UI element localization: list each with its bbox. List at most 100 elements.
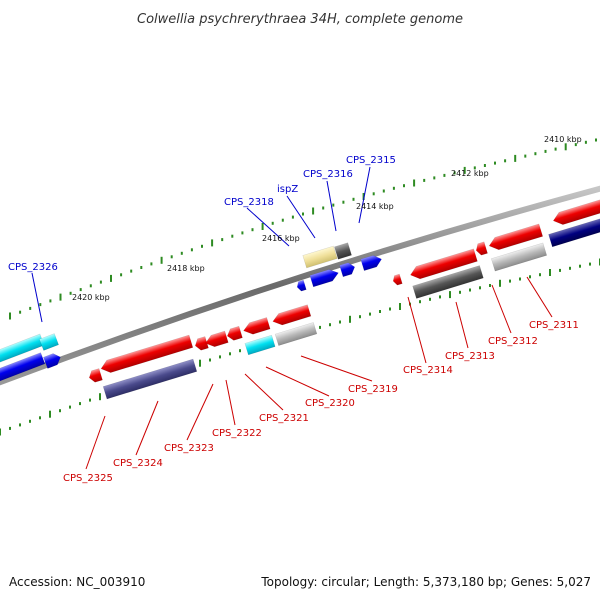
gene-feature-red[interactable] (88, 368, 103, 384)
position-tick-lower (229, 352, 231, 356)
gene-label-ispz[interactable]: ispZ (277, 184, 298, 195)
gene-feature-red[interactable] (242, 317, 271, 336)
position-tick-lower (339, 320, 341, 324)
gene-label-cps-2326[interactable]: CPS_2326 (8, 262, 58, 273)
gene-feature-blue[interactable] (339, 261, 357, 278)
position-tick-upper (140, 266, 143, 269)
gene-feature-gray[interactable] (412, 265, 484, 299)
gene-feature-blue[interactable] (309, 267, 340, 288)
position-tick-upper (433, 176, 436, 180)
position-tick-upper (271, 221, 274, 225)
gene-feature-red[interactable] (271, 304, 312, 328)
position-tick-upper (463, 166, 466, 174)
gene-feature-navy[interactable] (548, 214, 600, 248)
gene-feature-blue[interactable] (0, 352, 46, 388)
gene-label-cps-2312[interactable]: CPS_2312 (488, 336, 538, 347)
position-tick-upper (231, 234, 234, 238)
gene-label-cps-2320[interactable]: CPS_2320 (305, 398, 355, 409)
position-tick-upper (211, 239, 214, 247)
position-tick-upper (494, 161, 496, 165)
position-tick-lower (499, 279, 501, 287)
label-leader-lines (31, 166, 553, 470)
position-tick-upper (251, 228, 254, 232)
position-tick-lower (239, 349, 241, 353)
gene-feature-red[interactable] (226, 325, 243, 342)
forward-gene-labels: CPS_2326 CPS_2318 ispZ CPS_2316 CPS_2315 (8, 155, 396, 273)
gene-feature-red[interactable] (474, 241, 488, 256)
position-tick-lower (489, 284, 491, 287)
position-tick-lower (49, 410, 51, 418)
gene-feature-red[interactable] (204, 330, 229, 349)
position-tick-upper (281, 218, 284, 222)
position-tick-upper (59, 293, 62, 301)
position-tick-upper (483, 164, 486, 167)
gene-feature-slate[interactable] (102, 358, 198, 400)
gene-feature-cyan[interactable] (244, 334, 276, 356)
gene-label-cps-2319[interactable]: CPS_2319 (348, 384, 398, 395)
position-tick-upper (180, 251, 183, 255)
gene-label-cps-2313[interactable]: CPS_2313 (445, 351, 495, 362)
position-tick-upper (473, 166, 476, 170)
position-tick-lower (319, 325, 321, 329)
gene-feature-khaki[interactable] (302, 245, 338, 269)
leader-line-cps-2316 (326, 180, 337, 232)
gene-feature-blue[interactable] (43, 352, 62, 369)
position-tick-lower (9, 426, 11, 430)
position-tick-lower (199, 359, 201, 367)
position-tick-upper (554, 147, 557, 151)
gene-features (0, 196, 600, 400)
position-tick-lower (509, 279, 511, 283)
position-tick-lower (89, 398, 91, 402)
position-tick-lower (369, 312, 371, 316)
gene-feature-red[interactable] (551, 196, 600, 227)
gene-label-cps-2314[interactable]: CPS_2314 (403, 365, 453, 376)
gene-feature-red[interactable] (487, 223, 544, 252)
genome-backbone (0, 185, 600, 386)
gene-label-cps-2311[interactable]: CPS_2311 (529, 320, 579, 331)
gene-label-cps-2318[interactable]: CPS_2318 (224, 197, 274, 208)
gene-label-cps-2321[interactable]: CPS_2321 (259, 413, 309, 424)
position-tick-upper (403, 184, 405, 188)
position-tick-upper (564, 143, 567, 151)
gene-feature-red[interactable] (409, 248, 478, 281)
position-tick-upper (241, 231, 244, 235)
position-tick-upper (595, 138, 597, 142)
gene-feature-blue[interactable] (296, 279, 307, 292)
gene-feature-lightgray[interactable] (490, 242, 548, 272)
gene-feature-gray[interactable] (334, 242, 352, 260)
gene-feature-red[interactable] (392, 273, 403, 286)
leader-line-cps-2318 (246, 207, 290, 247)
position-tick-upper (352, 197, 355, 201)
leader-line-cps-2319 (300, 355, 373, 382)
gene-label-cps-2315[interactable]: CPS_2315 (346, 155, 396, 166)
position-tick-upper (190, 248, 193, 252)
position-tick-lower (359, 315, 361, 319)
position-tick-upper (322, 206, 325, 210)
position-tick-upper (372, 192, 375, 196)
gene-feature-blue[interactable] (360, 253, 384, 271)
gene-label-cps-2323[interactable]: CPS_2323 (164, 443, 214, 454)
leader-line-cps-2312 (491, 284, 512, 334)
gene-feature-red[interactable] (194, 336, 209, 352)
position-tick-lower (459, 290, 461, 294)
position-tick-upper (302, 212, 304, 216)
gene-feature-lightgray[interactable] (274, 322, 318, 346)
position-tick-upper (69, 291, 72, 295)
position-tick-lower (219, 355, 221, 359)
gene-label-cps-2324[interactable]: CPS_2324 (113, 458, 163, 469)
leader-line-ispz (286, 195, 316, 239)
gene-label-cps-2322[interactable]: CPS_2322 (212, 428, 262, 439)
position-tick-upper (99, 280, 102, 284)
gene-feature-cyan[interactable] (39, 333, 59, 351)
position-labels: 2410 kbp 2412 kbp 2414 kbp 2416 kbp 2418… (72, 135, 582, 302)
leader-line-cps-2322 (225, 379, 236, 426)
position-tick-lower (59, 409, 61, 413)
gene-feature-red[interactable] (99, 334, 194, 375)
gene-label-cps-2316[interactable]: CPS_2316 (303, 169, 353, 180)
position-tick-upper (312, 207, 315, 215)
leader-line-cps-2326 (31, 272, 43, 323)
position-tick-upper (584, 140, 587, 144)
position-tick-lower (579, 264, 581, 268)
gene-label-cps-2325[interactable]: CPS_2325 (63, 473, 113, 484)
